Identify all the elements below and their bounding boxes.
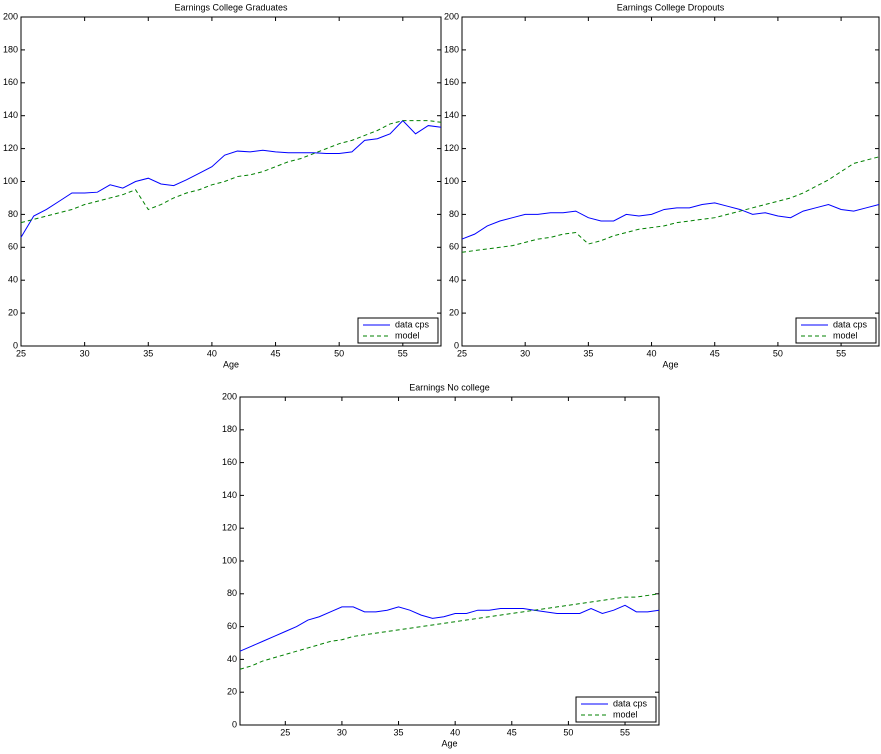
y-tick-label: 60 <box>449 242 459 252</box>
y-tick-label: 80 <box>227 588 237 598</box>
x-axis-label: Age <box>223 359 239 369</box>
legend-box <box>795 317 877 344</box>
y-tick-label: 180 <box>444 44 459 54</box>
y-tick-label: 20 <box>227 687 237 697</box>
y-tick-label: 20 <box>8 307 18 317</box>
legend-label: model <box>613 709 638 719</box>
y-tick-label: 60 <box>227 621 237 631</box>
y-tick-label: 80 <box>8 209 18 219</box>
x-tick-label: 55 <box>620 727 630 737</box>
y-tick-label: 0 <box>454 340 459 350</box>
x-tick-label: 55 <box>836 348 846 358</box>
y-tick-label: 160 <box>222 457 237 467</box>
legend-box <box>357 317 439 344</box>
chart-title: Earnings No college <box>409 382 490 392</box>
x-tick-label: 40 <box>647 348 657 358</box>
x-tick-label: 35 <box>394 727 404 737</box>
series-line <box>461 156 880 253</box>
y-tick-label: 80 <box>449 209 459 219</box>
y-tick-label: 0 <box>232 719 237 729</box>
y-tick-label: 20 <box>449 307 459 317</box>
y-tick-label: 40 <box>449 275 459 285</box>
y-tick-label: 140 <box>3 110 18 120</box>
y-tick-label: 100 <box>3 176 18 186</box>
plot-area <box>20 16 442 347</box>
legend-box <box>575 696 657 723</box>
x-tick-label: 45 <box>507 727 517 737</box>
y-tick-label: 180 <box>3 44 18 54</box>
chart-title: Earnings College Dropouts <box>617 2 725 12</box>
y-tick-label: 200 <box>222 391 237 401</box>
x-tick-label: 25 <box>457 348 467 358</box>
series-line <box>20 120 442 224</box>
y-tick-label: 160 <box>3 77 18 87</box>
x-tick-label: 45 <box>271 348 281 358</box>
y-tick-label: 0 <box>13 340 18 350</box>
legend-label: model <box>833 330 858 340</box>
x-tick-label: 30 <box>80 348 90 358</box>
x-tick-label: 25 <box>16 348 26 358</box>
plot-area <box>461 16 880 347</box>
series-line <box>239 604 660 652</box>
x-tick-label: 55 <box>398 348 408 358</box>
legend-label: data cps <box>395 319 430 329</box>
plot-area <box>239 396 660 726</box>
x-tick-label: 25 <box>280 727 290 737</box>
chart-title: Earnings College Graduates <box>174 2 288 12</box>
x-tick-label: 35 <box>583 348 593 358</box>
y-tick-label: 200 <box>3 11 18 21</box>
legend-label: data cps <box>833 319 868 329</box>
series-line <box>239 593 660 670</box>
x-tick-label: 50 <box>334 348 344 358</box>
x-axis-label: Age <box>662 359 678 369</box>
x-tick-label: 40 <box>450 727 460 737</box>
y-tick-label: 140 <box>444 110 459 120</box>
y-tick-label: 180 <box>222 424 237 434</box>
y-tick-label: 40 <box>227 654 237 664</box>
x-tick-label: 30 <box>520 348 530 358</box>
y-tick-label: 120 <box>444 143 459 153</box>
legend-label: model <box>395 330 420 340</box>
y-tick-label: 120 <box>222 523 237 533</box>
legend-label: data cps <box>613 698 648 708</box>
y-tick-label: 100 <box>222 555 237 565</box>
x-tick-label: 45 <box>710 348 720 358</box>
y-tick-label: 100 <box>444 176 459 186</box>
x-axis-label: Age <box>441 738 457 748</box>
y-tick-label: 60 <box>8 242 18 252</box>
x-tick-label: 30 <box>337 727 347 737</box>
y-tick-label: 200 <box>444 11 459 21</box>
series-line <box>461 202 880 240</box>
x-tick-label: 35 <box>143 348 153 358</box>
y-tick-label: 160 <box>444 77 459 87</box>
y-tick-label: 120 <box>3 143 18 153</box>
y-tick-label: 140 <box>222 490 237 500</box>
x-tick-label: 50 <box>563 727 573 737</box>
x-tick-label: 40 <box>207 348 217 358</box>
series-line <box>20 119 442 238</box>
x-tick-label: 50 <box>773 348 783 358</box>
y-tick-label: 40 <box>8 275 18 285</box>
